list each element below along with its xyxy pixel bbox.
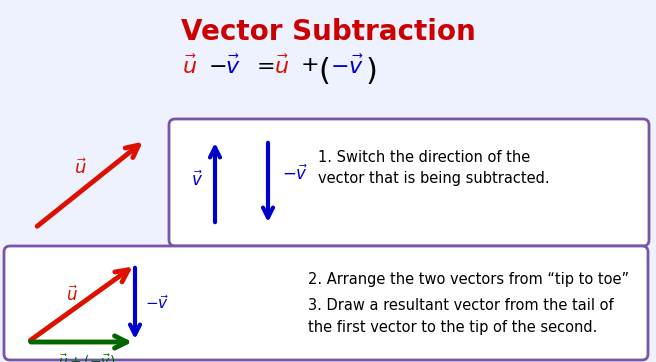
- Text: $-\vec{v}$: $-\vec{v}$: [282, 164, 308, 184]
- Text: 1. Switch the direction of the
vector that is being subtracted.: 1. Switch the direction of the vector th…: [318, 150, 550, 186]
- Text: $=$: $=$: [252, 55, 275, 75]
- Text: $\vec{v}$: $\vec{v}$: [191, 170, 203, 190]
- Text: $)$: $)$: [365, 55, 377, 86]
- Text: $-\vec{v}$: $-\vec{v}$: [330, 55, 364, 78]
- Text: $\vec{u}$: $\vec{u}$: [274, 55, 289, 78]
- Text: $\vec{u}$: $\vec{u}$: [66, 286, 78, 306]
- Text: $-\vec{v}$: $-\vec{v}$: [145, 295, 169, 312]
- Text: $\vec{v}$: $\vec{v}$: [225, 55, 241, 78]
- Text: $($: $($: [318, 55, 329, 86]
- Text: $+$: $+$: [300, 55, 318, 75]
- Text: $\vec{u}$: $\vec{u}$: [182, 55, 197, 78]
- Text: $-$: $-$: [208, 55, 226, 75]
- Text: Vector Subtraction: Vector Subtraction: [180, 18, 476, 46]
- FancyBboxPatch shape: [169, 119, 649, 246]
- Text: 3. Draw a resultant vector from the tail of
the first vector to the tip of the s: 3. Draw a resultant vector from the tail…: [308, 298, 613, 334]
- Text: $\vec{u}$: $\vec{u}$: [73, 158, 87, 178]
- Text: 2. Arrange the two vectors from “tip to toe”: 2. Arrange the two vectors from “tip to …: [308, 272, 629, 287]
- Text: $\vec{u}+\left(-\vec{v}\right)$: $\vec{u}+\left(-\vec{v}\right)$: [58, 352, 115, 362]
- FancyBboxPatch shape: [4, 246, 648, 360]
